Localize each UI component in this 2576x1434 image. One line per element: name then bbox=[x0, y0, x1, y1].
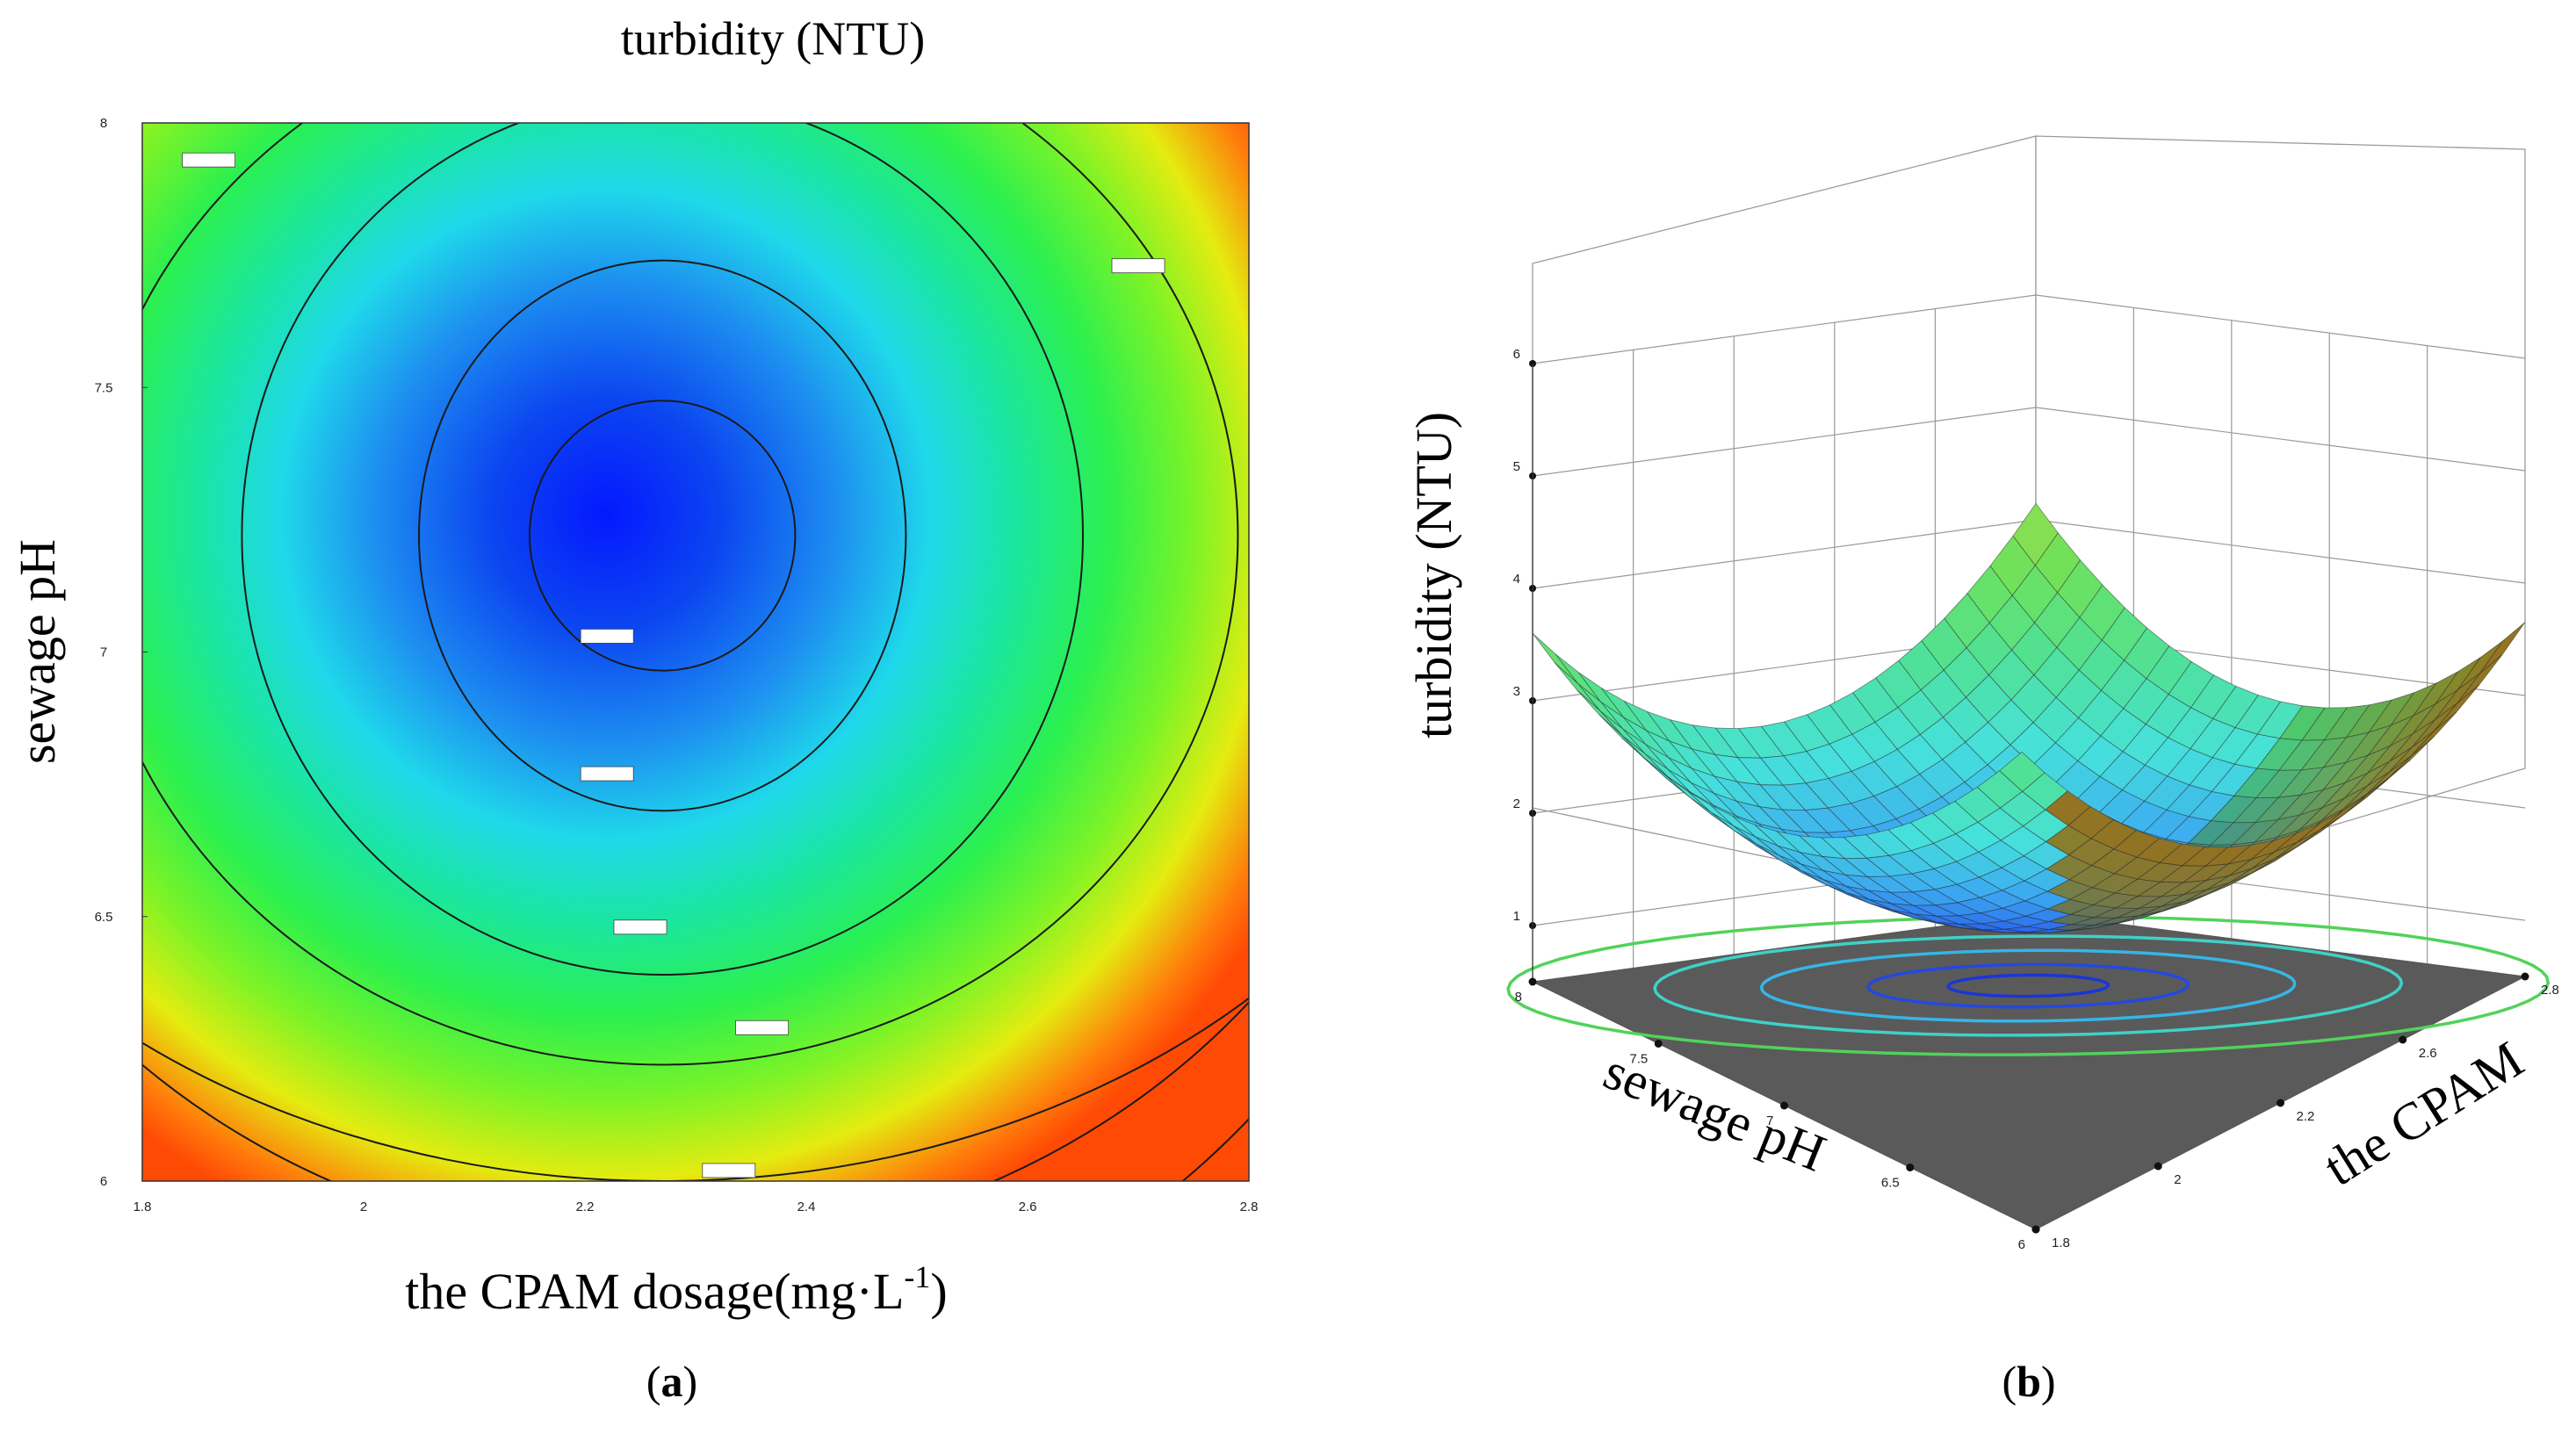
z-tick-label: 1 bbox=[1513, 909, 1520, 924]
contour-line bbox=[418, 259, 907, 812]
floor-contours bbox=[1506, 915, 2551, 1056]
floor-contour-line bbox=[1653, 934, 2404, 1037]
contour-line bbox=[142, 123, 1239, 1066]
ph-tick-dot bbox=[1780, 1101, 1788, 1110]
x-tick-label: 2 bbox=[360, 1200, 367, 1214]
panel-b-label: (b) bbox=[2002, 1357, 2055, 1406]
surface-mesh bbox=[1532, 502, 2526, 933]
wall-grid-line bbox=[1532, 294, 2526, 364]
panel-b-letter: b bbox=[2017, 1357, 2041, 1406]
surface-cell bbox=[1999, 751, 2046, 792]
cpam-tick-label: 2.2 bbox=[2297, 1109, 2315, 1124]
x-tick-label: 2.2 bbox=[576, 1200, 595, 1214]
z-tick-label: 3 bbox=[1513, 684, 1520, 699]
z-tick-label: 5 bbox=[1513, 459, 1520, 474]
x-axis-label-superscript: -1 bbox=[904, 1259, 930, 1294]
contour-line bbox=[241, 123, 1084, 976]
contour-label-box bbox=[182, 152, 236, 168]
cpam-tick-dot bbox=[2277, 1099, 2284, 1107]
y-tick-label: 8 bbox=[100, 116, 107, 131]
x-tick-label: 2.8 bbox=[1240, 1200, 1259, 1214]
x-axis-ticks: 1.8 2 2.2 2.4 2.6 2.8 bbox=[133, 1200, 1259, 1214]
heatmap-fill bbox=[142, 123, 1249, 1181]
panel-a-letter: a bbox=[661, 1357, 683, 1406]
contour-label-box bbox=[702, 1163, 756, 1178]
ph-tick-label: 7 bbox=[1766, 1113, 1773, 1128]
cpam-tick-label: 2.8 bbox=[2541, 983, 2559, 998]
floor-contour-line bbox=[1946, 973, 2111, 998]
ph-tick-label: 8 bbox=[1515, 990, 1522, 1005]
cpam-tick-dot bbox=[2399, 1035, 2407, 1044]
cpam-tick-dot bbox=[2154, 1162, 2162, 1171]
panel-b-z-axis-label: turbidity (NTU) bbox=[1405, 412, 1462, 739]
panel-a-x-axis-label: the CPAM dosage(mg·L-1) bbox=[405, 1259, 948, 1320]
x-tick-label: 2.4 bbox=[797, 1200, 816, 1214]
x-axis-label-close: ) bbox=[930, 1263, 947, 1320]
cpam-tick-label: 2.6 bbox=[2419, 1046, 2437, 1061]
contour-line bbox=[529, 400, 797, 672]
contour-label-box bbox=[580, 629, 634, 644]
y-tick-label: 7 bbox=[100, 645, 107, 660]
contour-panel-a: turbidity (NTU) 1.8 2 2.2 2.4 2.6 2.8 6 6.5 7 7.… bbox=[9, 12, 1259, 1406]
ph-tick-dot bbox=[1528, 977, 1537, 986]
ph-tick-dot bbox=[1654, 1040, 1663, 1048]
x-axis-label-text: the CPAM dosage(mg·L bbox=[405, 1263, 904, 1320]
cpam-axis-ticks: 1.8 2 2.2 2.6 2.8 bbox=[2031, 972, 2559, 1250]
y-axis-ticks: 6 6.5 7 7.5 8 bbox=[95, 116, 148, 1189]
x-tick-label: 2.6 bbox=[1019, 1200, 1037, 1214]
panel-a-title: turbidity (NTU) bbox=[621, 12, 925, 65]
contour-label-box bbox=[735, 1020, 789, 1035]
ph-tick-label: 6.5 bbox=[1881, 1176, 1900, 1191]
surface-panel-b: 1 2 3 4 5 6 1.8 2 2.2 2.6 2.8 8 7.5 7 6.5 6 turbidity… bbox=[1405, 135, 2559, 1406]
contour-label-box bbox=[613, 919, 667, 935]
floor-contour-line bbox=[1866, 962, 2190, 1009]
y-tick-label: 7.5 bbox=[95, 380, 113, 395]
floor-contour-line bbox=[1506, 915, 2551, 1056]
contour-lines bbox=[142, 123, 1249, 1181]
ph-tick-dot bbox=[2031, 1225, 2040, 1234]
ph-tick-label: 7.5 bbox=[1629, 1052, 1648, 1067]
cpam-tick-label: 2 bbox=[2174, 1172, 2181, 1187]
panel-a-label: (a) bbox=[646, 1357, 697, 1406]
ph-axis-ticks: 8 7.5 7 6.5 6 bbox=[1515, 977, 2040, 1252]
wall-grid-line bbox=[1532, 407, 2526, 477]
y-tick-label: 6 bbox=[100, 1174, 107, 1189]
x-tick-label: 1.8 bbox=[133, 1200, 152, 1214]
contour-label-box bbox=[1111, 258, 1165, 274]
z-tick-label: 2 bbox=[1513, 796, 1520, 811]
z-tick-label: 6 bbox=[1513, 347, 1520, 362]
panel-a-y-axis-label: sewage pH bbox=[9, 539, 66, 764]
contour-label-box bbox=[580, 766, 634, 782]
ph-tick-label: 6 bbox=[2018, 1237, 2025, 1252]
z-tick-label: 4 bbox=[1513, 572, 1520, 587]
cpam-tick-label: 1.8 bbox=[2052, 1236, 2070, 1250]
cpam-tick-dot bbox=[2521, 972, 2529, 981]
floor-contour-line bbox=[1759, 948, 2297, 1023]
ph-tick-dot bbox=[1906, 1164, 1915, 1171]
z-axis-ticks: 1 2 3 4 5 6 bbox=[1513, 347, 1536, 982]
y-tick-label: 6.5 bbox=[95, 910, 113, 925]
